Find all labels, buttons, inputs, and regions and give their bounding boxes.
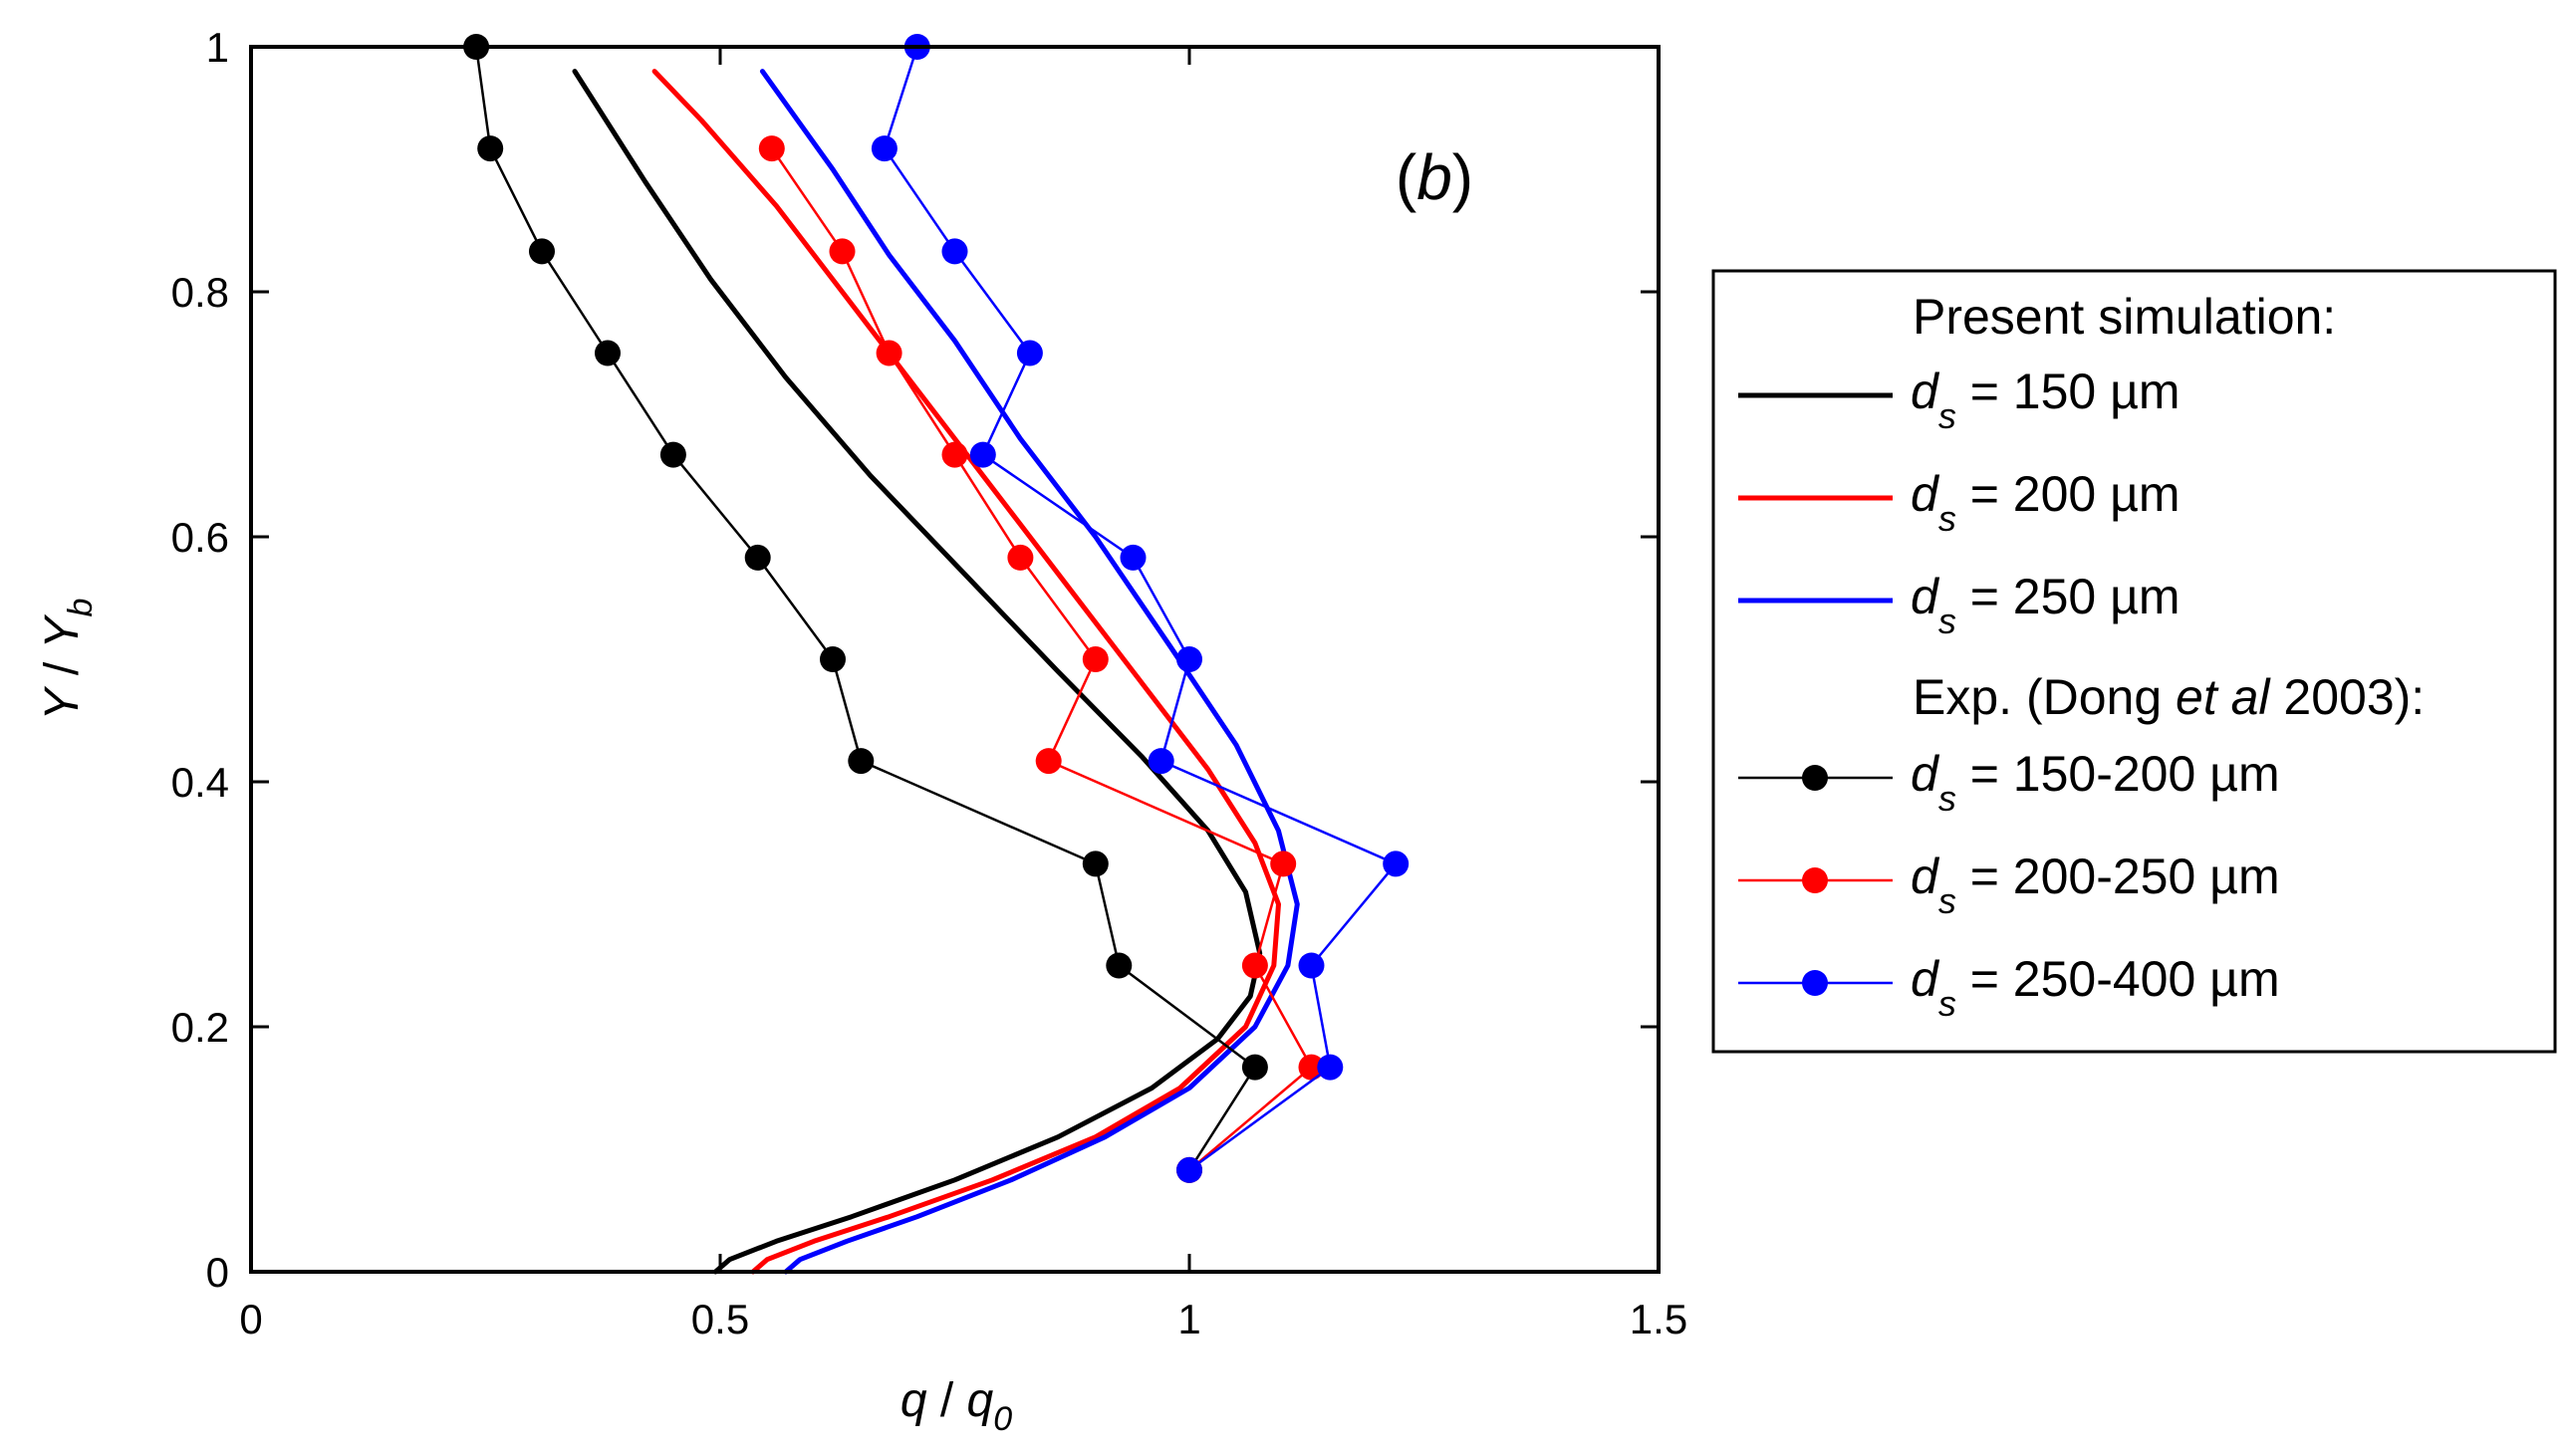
x-tick-label: 0: [239, 1296, 262, 1342]
data-point-exp200-6: [1007, 544, 1034, 571]
x-tick-label: 1.5: [1630, 1296, 1687, 1342]
y-tick-label: 0.8: [171, 269, 229, 316]
y-tick-label: 0.6: [171, 514, 229, 561]
legend-label-sim200: ds = 200 µm: [1911, 466, 2181, 539]
data-point-exp150-9: [529, 238, 555, 265]
data-point-exp250-0: [1176, 1156, 1202, 1183]
legend-marker-exp200: [1802, 867, 1828, 893]
data-point-exp150-4: [848, 748, 875, 775]
data-point-exp150-6: [744, 544, 771, 571]
series-line-sim150: [572, 69, 1263, 1275]
legend-label-sim250: ds = 250 µm: [1911, 569, 2181, 641]
axis-ticks: 0 0.5 1 1.5 0 0.2 0.4 0.6 0.8 1: [171, 24, 1688, 1342]
y-tick-label: 0: [206, 1249, 229, 1296]
series-line-exp250: [883, 46, 1398, 1171]
data-point-exp150-5: [820, 646, 846, 672]
data-point-exp200-7: [941, 441, 968, 468]
legend-label-sim150: ds = 150 µm: [1911, 364, 2181, 436]
data-point-exp250-10: [871, 135, 898, 162]
x-axis-label: q / q0: [900, 1374, 1012, 1438]
legend-sim-header: Present simulation:: [1913, 289, 2336, 345]
x-tick-label: 1: [1177, 1296, 1200, 1342]
legend-exp-header: Exp. (Dong et al 2003):: [1913, 669, 2425, 725]
legend-label-exp150: ds = 150-200 µm: [1911, 746, 2280, 819]
data-point-exp200-4: [1035, 748, 1062, 775]
legend-entries: ds = 150 µm ds = 200 µm ds = 250 µm ds = 15…: [1738, 364, 2280, 1024]
data-point-exp250-7: [969, 441, 996, 468]
data-point-exp200-3: [1270, 850, 1297, 877]
data-point-exp200-1: [1298, 1054, 1325, 1081]
x-tick-label: 0.5: [691, 1296, 749, 1342]
plot-series: [463, 34, 1410, 1275]
y-axis-label: Y / Yb: [36, 599, 100, 721]
data-point-exp150-8: [595, 340, 621, 366]
data-point-exp200-5: [1082, 646, 1109, 672]
legend-marker-exp150: [1802, 765, 1828, 791]
data-point-exp150-2: [1106, 952, 1133, 979]
data-point-exp250-6: [1120, 544, 1147, 571]
legend-label-exp250: ds = 250-400 µm: [1911, 951, 2280, 1024]
data-point-exp200-10: [758, 135, 785, 162]
data-point-exp250-4: [1148, 748, 1174, 775]
data-point-exp250-8: [1016, 340, 1043, 366]
data-point-exp250-2: [1298, 952, 1325, 979]
y-tick-label: 1: [206, 24, 229, 71]
data-point-exp200-9: [829, 238, 856, 265]
y-tick-label: 0.4: [171, 759, 229, 806]
legend: Present simulation: Exp. (Dong et al 200…: [1711, 269, 2557, 1054]
series-line-exp150: [474, 46, 1257, 1171]
panel-label: (b): [1396, 141, 1473, 213]
series-line-sim200: [651, 69, 1281, 1275]
data-point-exp200-8: [876, 340, 902, 366]
data-point-exp250-5: [1176, 646, 1202, 672]
legend-box: [1711, 269, 2557, 1054]
data-point-exp250-3: [1383, 850, 1410, 877]
data-point-exp150-1: [1241, 1054, 1268, 1081]
legend-marker-exp250: [1802, 970, 1828, 996]
legend-label-exp200: ds = 200-250 µm: [1911, 849, 2280, 921]
data-point-exp150-3: [1082, 850, 1109, 877]
data-point-exp250-1: [1317, 1054, 1344, 1081]
plot-frame: [249, 45, 1661, 1274]
data-point-exp250-9: [941, 238, 968, 265]
data-point-exp200-2: [1241, 952, 1268, 979]
series-line-sim250: [759, 69, 1300, 1275]
data-point-exp150-10: [477, 135, 504, 162]
svg-text:Y / Yb: Y / Yb: [36, 599, 100, 721]
data-point-exp150-7: [659, 441, 686, 468]
y-tick-label: 0.2: [171, 1004, 229, 1051]
